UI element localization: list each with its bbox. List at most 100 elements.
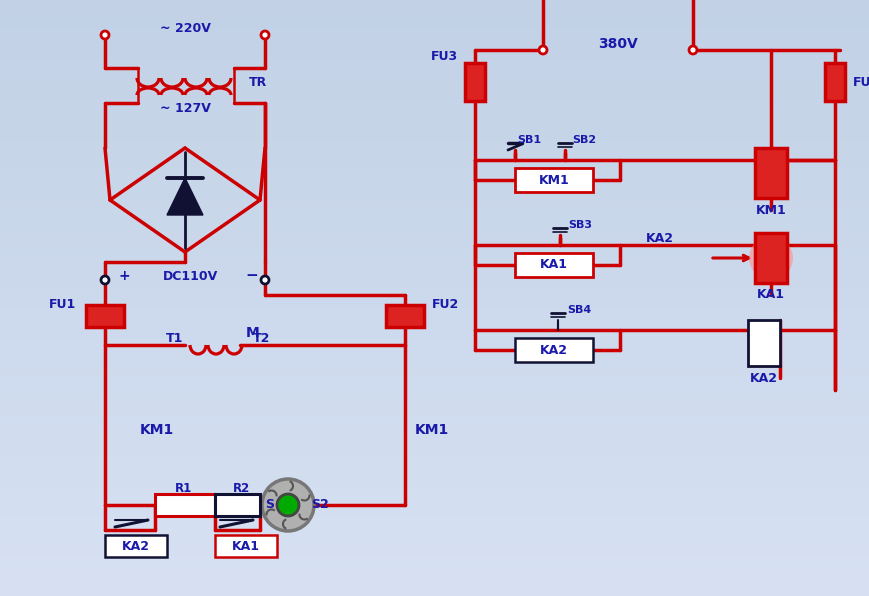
Text: KA2: KA2 — [122, 539, 150, 552]
Bar — [0, 209, 869, 219]
Bar — [0, 368, 869, 378]
Bar — [0, 347, 869, 359]
Text: KM1: KM1 — [140, 423, 175, 437]
Bar — [0, 566, 869, 577]
Text: KM1: KM1 — [756, 203, 786, 216]
Bar — [0, 407, 869, 418]
Bar — [0, 159, 869, 170]
Text: KM1: KM1 — [415, 423, 449, 437]
Bar — [0, 377, 869, 389]
Bar — [0, 288, 869, 299]
Bar — [0, 556, 869, 567]
Bar — [0, 0, 869, 11]
Bar — [0, 547, 869, 557]
Bar — [0, 387, 869, 398]
Bar — [0, 496, 869, 508]
Bar — [0, 49, 869, 61]
Bar — [0, 586, 869, 596]
Circle shape — [689, 46, 697, 54]
Bar — [386, 305, 424, 327]
Bar — [0, 40, 869, 51]
Bar — [515, 253, 593, 277]
Circle shape — [261, 31, 269, 39]
Text: KA1: KA1 — [757, 288, 785, 302]
Bar — [0, 149, 869, 160]
Bar — [0, 278, 869, 289]
Text: R1: R1 — [175, 482, 192, 495]
Text: T1: T1 — [166, 331, 183, 344]
Bar — [155, 494, 215, 516]
Bar — [748, 320, 780, 366]
Circle shape — [749, 236, 793, 280]
Bar — [0, 437, 869, 448]
Bar — [0, 517, 869, 527]
Bar — [0, 487, 869, 498]
Text: FU4: FU4 — [853, 76, 869, 88]
Bar — [0, 258, 869, 269]
Text: 380V: 380V — [598, 37, 638, 51]
Bar — [0, 79, 869, 91]
Text: KM1: KM1 — [539, 173, 569, 187]
Bar — [825, 63, 845, 101]
Bar — [86, 305, 124, 327]
Bar — [0, 249, 869, 259]
Text: SB1: SB1 — [517, 135, 541, 145]
Bar — [0, 100, 869, 110]
Bar — [105, 535, 167, 557]
Bar — [0, 308, 869, 319]
Text: TR: TR — [249, 76, 267, 89]
Text: KA1: KA1 — [232, 539, 260, 552]
Bar — [0, 238, 869, 249]
Text: FU2: FU2 — [432, 299, 459, 312]
Bar — [215, 535, 277, 557]
Text: +: + — [118, 269, 129, 283]
Bar — [0, 179, 869, 190]
Bar — [0, 20, 869, 31]
Bar — [755, 148, 787, 198]
Bar — [0, 507, 869, 517]
Text: SB4: SB4 — [567, 305, 591, 315]
Bar — [0, 119, 869, 130]
Text: KA2: KA2 — [540, 343, 568, 356]
Bar — [0, 70, 869, 80]
Text: FU1: FU1 — [49, 299, 76, 312]
Text: S2: S2 — [311, 498, 328, 511]
Bar — [0, 228, 869, 240]
Bar — [0, 338, 869, 349]
Bar — [0, 447, 869, 458]
Bar — [0, 109, 869, 120]
Circle shape — [539, 46, 547, 54]
Text: ~ 220V: ~ 220V — [160, 21, 210, 35]
Circle shape — [261, 276, 269, 284]
Bar — [0, 268, 869, 279]
Bar — [0, 298, 869, 309]
Bar — [0, 427, 869, 438]
Bar — [0, 536, 869, 547]
Text: T2: T2 — [253, 331, 270, 344]
Bar — [0, 328, 869, 339]
Text: R2: R2 — [233, 482, 250, 495]
Bar — [465, 63, 485, 101]
Text: −: − — [245, 269, 258, 284]
Text: SB3: SB3 — [568, 220, 592, 230]
Bar — [0, 189, 869, 200]
Bar — [0, 457, 869, 468]
Bar — [515, 338, 593, 362]
Bar — [0, 467, 869, 478]
Text: DC110V: DC110V — [163, 269, 217, 283]
Circle shape — [262, 479, 314, 531]
Text: KA2: KA2 — [646, 231, 674, 244]
Polygon shape — [167, 178, 203, 215]
Bar — [515, 168, 593, 192]
Bar — [755, 233, 787, 283]
Bar — [0, 129, 869, 140]
Text: FU3: FU3 — [431, 49, 458, 63]
Bar — [0, 10, 869, 21]
Circle shape — [277, 494, 299, 516]
Text: ~ 127V: ~ 127V — [160, 101, 210, 114]
Text: KA2: KA2 — [750, 371, 778, 384]
Bar — [0, 60, 869, 70]
Circle shape — [101, 31, 109, 39]
Bar — [0, 169, 869, 180]
Bar — [0, 526, 869, 538]
